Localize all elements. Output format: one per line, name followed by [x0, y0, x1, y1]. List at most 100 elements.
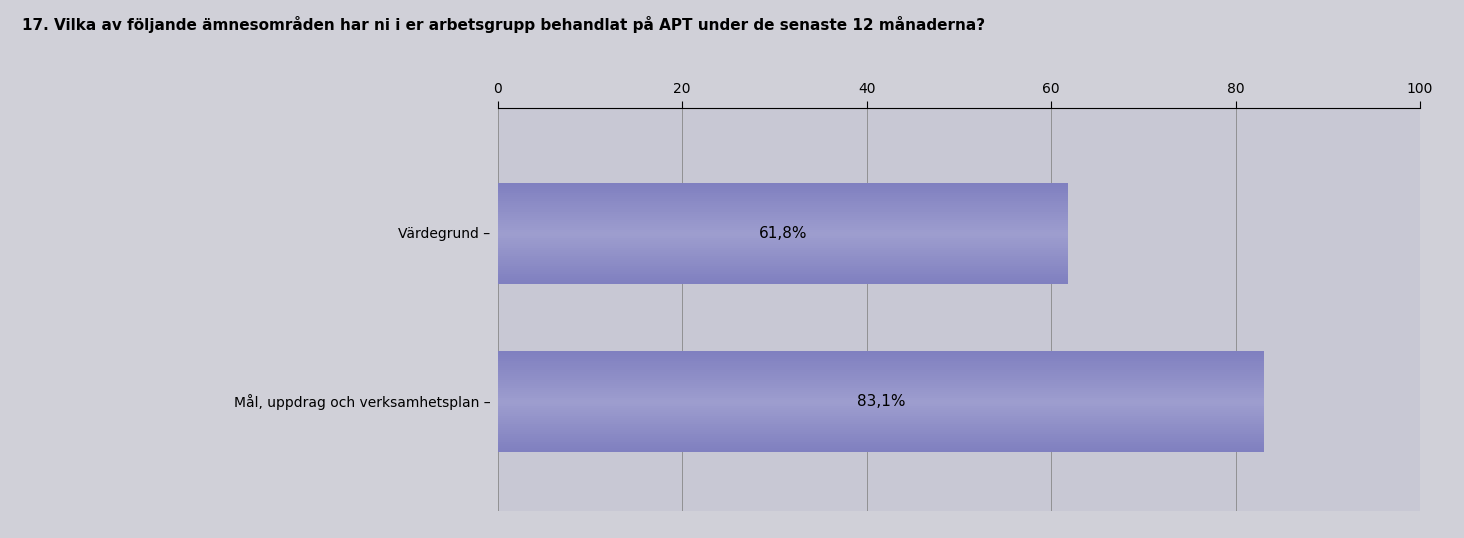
- Bar: [498, 238, 1067, 240]
- Bar: [498, 422, 1265, 424]
- Bar: [498, 236, 1067, 238]
- Bar: [498, 351, 1265, 353]
- Bar: [498, 256, 1067, 258]
- Bar: [498, 220, 1067, 222]
- Bar: [498, 224, 1067, 225]
- Bar: [498, 242, 1067, 244]
- Bar: [498, 396, 1265, 398]
- Bar: [498, 268, 1067, 270]
- Bar: [498, 195, 1067, 197]
- Bar: [498, 394, 1265, 396]
- Bar: [498, 378, 1265, 380]
- Bar: [498, 412, 1265, 414]
- Bar: [498, 424, 1265, 426]
- Bar: [498, 353, 1265, 356]
- Bar: [498, 400, 1265, 402]
- Bar: [498, 376, 1265, 378]
- Bar: [498, 434, 1265, 436]
- Bar: [498, 446, 1265, 448]
- Bar: [498, 381, 1265, 384]
- Bar: [498, 444, 1265, 446]
- Bar: [498, 208, 1067, 209]
- Bar: [498, 197, 1067, 200]
- Bar: [498, 365, 1265, 367]
- Bar: [498, 436, 1265, 438]
- Text: 61,8%: 61,8%: [758, 226, 807, 241]
- Bar: [498, 200, 1067, 201]
- Bar: [498, 206, 1067, 208]
- Bar: [498, 278, 1067, 280]
- Text: Mål, uppdrag och verksamhetsplan –: Mål, uppdrag och verksamhetsplan –: [234, 394, 490, 410]
- Bar: [498, 364, 1265, 365]
- Bar: [498, 388, 1265, 390]
- Bar: [498, 228, 1067, 230]
- Bar: [498, 426, 1265, 428]
- Bar: [498, 203, 1067, 206]
- Bar: [498, 450, 1265, 452]
- Bar: [498, 442, 1265, 444]
- Bar: [498, 260, 1067, 262]
- Bar: [498, 217, 1067, 220]
- Bar: [498, 192, 1067, 193]
- Bar: [498, 187, 1067, 189]
- Bar: [498, 266, 1067, 268]
- Bar: [498, 276, 1067, 278]
- Bar: [498, 240, 1067, 242]
- Bar: [498, 232, 1067, 233]
- Bar: [498, 380, 1265, 381]
- Bar: [498, 428, 1265, 430]
- Bar: [498, 432, 1265, 434]
- Bar: [498, 211, 1067, 214]
- Bar: [498, 402, 1265, 404]
- Bar: [498, 438, 1265, 440]
- Bar: [498, 386, 1265, 388]
- Bar: [498, 258, 1067, 260]
- Bar: [498, 416, 1265, 418]
- Bar: [498, 201, 1067, 203]
- Bar: [498, 214, 1067, 216]
- Bar: [498, 183, 1067, 185]
- Bar: [498, 359, 1265, 362]
- Bar: [498, 209, 1067, 211]
- Bar: [498, 356, 1265, 357]
- Bar: [498, 384, 1265, 386]
- Bar: [498, 398, 1265, 400]
- Bar: [498, 246, 1067, 248]
- Bar: [498, 250, 1067, 252]
- Bar: [498, 372, 1265, 373]
- Bar: [498, 233, 1067, 236]
- Bar: [498, 440, 1265, 442]
- Bar: [498, 244, 1067, 246]
- Bar: [498, 189, 1067, 192]
- Bar: [498, 362, 1265, 364]
- Bar: [498, 225, 1067, 228]
- Bar: [498, 252, 1067, 254]
- Bar: [498, 280, 1067, 282]
- Text: Värdegrund –: Värdegrund –: [398, 226, 490, 240]
- Bar: [498, 185, 1067, 187]
- Bar: [498, 448, 1265, 450]
- Bar: [498, 282, 1067, 284]
- Bar: [498, 270, 1067, 272]
- Bar: [498, 430, 1265, 432]
- Bar: [498, 370, 1265, 372]
- Text: 83,1%: 83,1%: [856, 394, 905, 409]
- Bar: [498, 272, 1067, 274]
- Bar: [498, 222, 1067, 224]
- Bar: [498, 264, 1067, 266]
- Text: 17. Vilka av följande ämnesområden har ni i er arbetsgrupp behandlat på APT unde: 17. Vilka av följande ämnesområden har n…: [22, 16, 985, 33]
- Bar: [498, 230, 1067, 232]
- Bar: [498, 420, 1265, 422]
- Bar: [498, 367, 1265, 370]
- Bar: [498, 193, 1067, 195]
- Bar: [498, 248, 1067, 250]
- Bar: [498, 414, 1265, 416]
- Bar: [498, 410, 1265, 412]
- Bar: [498, 357, 1265, 359]
- Bar: [498, 408, 1265, 410]
- Bar: [498, 392, 1265, 394]
- Bar: [498, 418, 1265, 420]
- Bar: [498, 404, 1265, 406]
- Bar: [498, 254, 1067, 256]
- Bar: [498, 373, 1265, 376]
